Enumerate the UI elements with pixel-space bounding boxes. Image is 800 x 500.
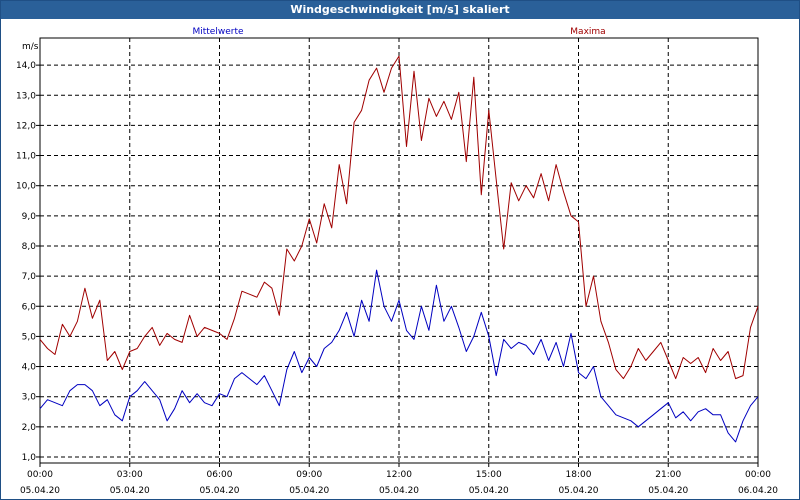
x-tick-date: 05.04.20 [20,486,60,496]
x-tick-date: 06.04.20 [738,486,778,496]
y-tick-label: 1,0 [22,453,37,463]
y-tick-label: 11,0 [16,152,36,162]
y-tick-label: 13,0 [16,91,36,101]
y-tick-label: 8,0 [22,242,37,252]
window-title-bar: Windgeschwindigkeit [m/s] skaliert [1,1,799,19]
x-tick-time: 15:00 [476,470,502,480]
x-tick-time: 09:00 [296,470,322,480]
x-tick-time: 21:00 [655,470,681,480]
y-tick-label: 10,0 [16,182,36,192]
y-axis-label: m/s [22,42,39,52]
x-tick-date: 05.04.20 [199,486,239,496]
y-tick-label: 5,0 [22,332,37,342]
legend-entry-maxima: Maxima [570,27,605,37]
y-tick-label: 3,0 [22,393,37,403]
y-tick-label: 12,0 [16,121,36,131]
y-tick-label: 14,0 [16,61,36,71]
x-tick-time: 00:00 [27,470,53,480]
x-tick-time: 18:00 [566,470,592,480]
window-title: Windgeschwindigkeit [m/s] skaliert [290,3,510,16]
x-tick-time: 06:00 [207,470,233,480]
x-tick-date: 05.04.20 [289,486,329,496]
y-tick-label: 9,0 [22,212,37,222]
legend-entry-mittelwerte: Mittelwerte [192,27,243,37]
series-line-mittelwerte [39,269,759,443]
y-tick-label: 7,0 [22,272,37,282]
y-tick-label: 4,0 [22,363,37,373]
y-tick-label: 6,0 [22,302,37,312]
axes: m/s 1,0 2,0 3,0 4,0 5,0 6,0 7,0 8,0 9,0 10,0 11,0 1… [16,42,778,496]
y-tick-label: 2,0 [22,423,37,433]
x-tick-date: 05.04.20 [110,486,150,496]
series-line-maxima [39,55,759,380]
x-tick-date: 05.04.20 [558,486,598,496]
x-tick-time: 00:00 [745,470,771,480]
x-tick-date: 05.04.20 [379,486,419,496]
x-tick-time: 12:00 [386,470,412,480]
legend: Mittelwerte Maxima [192,27,605,37]
x-tick-date: 05.04.20 [469,486,509,496]
series [39,55,759,443]
x-tick-time: 03:00 [117,470,143,480]
x-tick-date: 05.04.20 [648,486,688,496]
